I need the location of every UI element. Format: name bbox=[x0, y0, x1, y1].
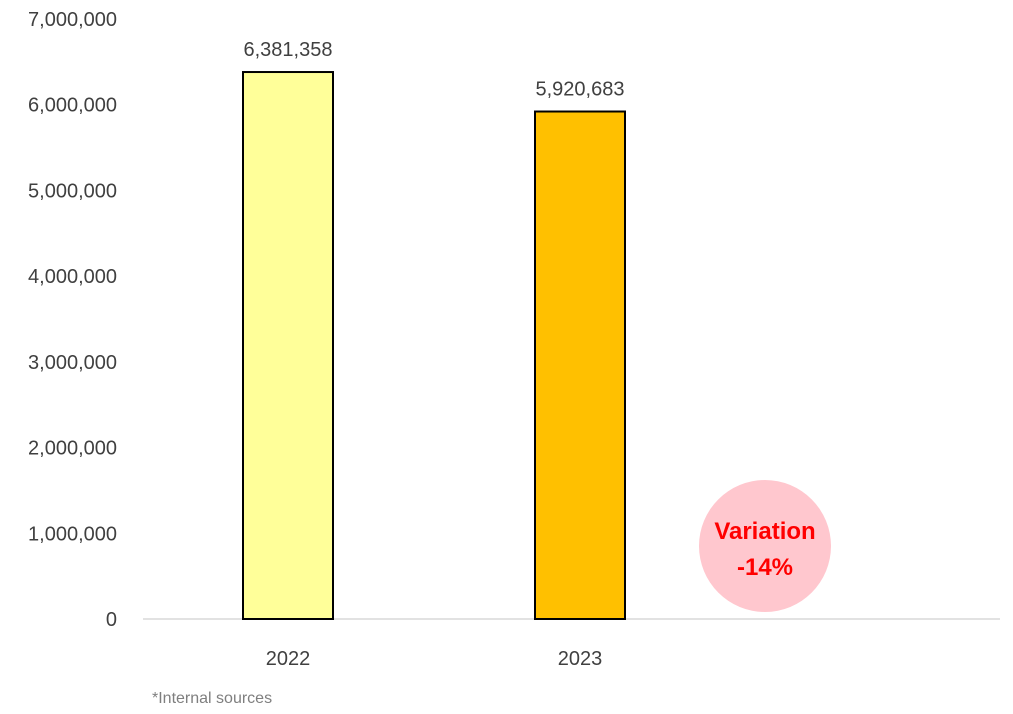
x-category-label: 2022 bbox=[266, 648, 311, 670]
y-tick-label: 3,000,000 bbox=[28, 352, 117, 374]
variation-bubble: Variation -14% bbox=[699, 480, 831, 612]
x-category-label: 2023 bbox=[558, 648, 603, 670]
y-axis-tick-labels: 0 1,000,000 2,000,000 3,000,000 4,000,000 5,0… bbox=[28, 9, 117, 631]
y-tick-label: 0 bbox=[106, 609, 117, 631]
variation-value: -14% bbox=[737, 554, 793, 581]
footnote-source: *Internal sources bbox=[152, 690, 273, 707]
data-labels: 6,381,358 5,920,683 bbox=[244, 39, 625, 100]
y-tick-label: 5,000,000 bbox=[28, 180, 117, 202]
data-label-2023: 5,920,683 bbox=[536, 79, 625, 101]
variation-label: Variation bbox=[714, 518, 815, 545]
y-tick-label: 4,000,000 bbox=[28, 266, 117, 288]
y-tick-label: 1,000,000 bbox=[28, 523, 117, 545]
bar-2023 bbox=[534, 110, 626, 621]
y-tick-label: 6,000,000 bbox=[28, 95, 117, 117]
y-tick-label: 2,000,000 bbox=[28, 438, 117, 460]
x-axis-category-labels: 2022 2023 bbox=[266, 648, 603, 670]
bars bbox=[242, 71, 626, 621]
variation-circle bbox=[699, 480, 831, 612]
y-tick-label: 7,000,000 bbox=[28, 9, 117, 31]
bar-2022 bbox=[242, 71, 334, 621]
data-label-2022: 6,381,358 bbox=[244, 39, 333, 61]
